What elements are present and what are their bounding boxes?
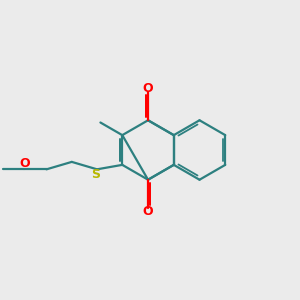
Text: S: S bbox=[91, 168, 100, 181]
Text: O: O bbox=[143, 82, 153, 95]
Text: O: O bbox=[19, 158, 29, 170]
Text: O: O bbox=[143, 205, 153, 218]
